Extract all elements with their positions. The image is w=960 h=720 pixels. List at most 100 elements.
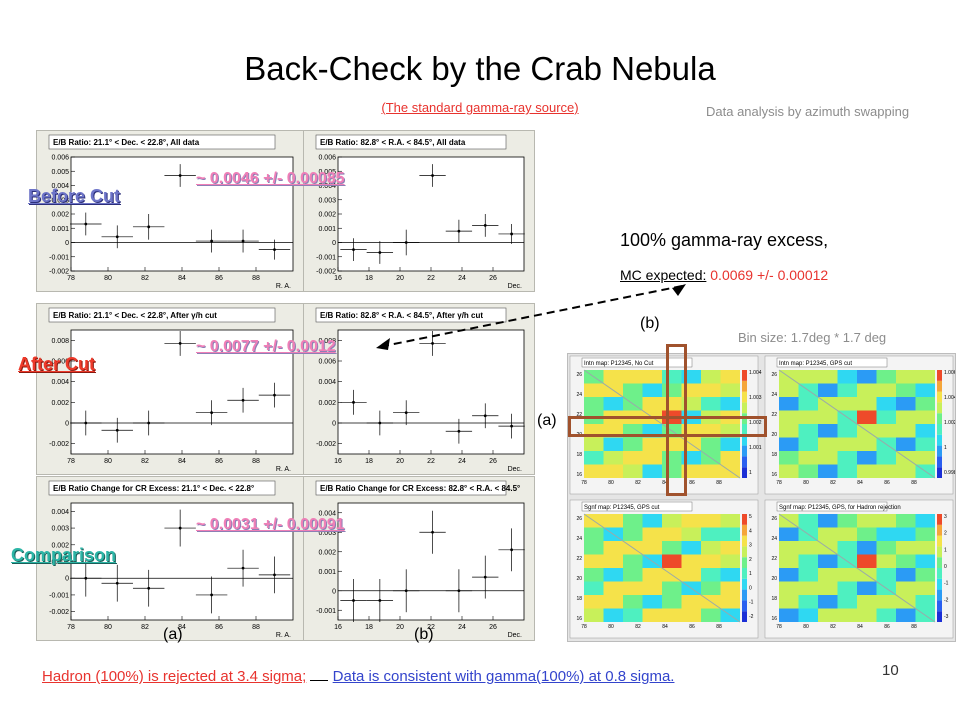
conclusion: Hadron (100%) is rejected at 3.4 sigma; … — [42, 668, 674, 685]
map-cell — [857, 370, 877, 384]
marker-b-bottom: (b) — [414, 626, 434, 643]
map-cell — [798, 581, 818, 595]
map-title: Intn map: P12345, GPS cut — [779, 361, 852, 367]
y-tick-label: 0.008 — [51, 338, 69, 345]
map-scale-bar-segment — [742, 578, 747, 590]
data-point — [84, 576, 88, 580]
chart-panel-after-ra: E/B Ratio: 21.1° < Dec. < 22.8°, After γ… — [36, 303, 304, 475]
map-cell — [701, 541, 721, 555]
map-cell — [720, 514, 740, 528]
map-cell — [837, 595, 857, 609]
map-y-tick-label: 18 — [771, 596, 777, 602]
map-y-tick-label: 26 — [771, 372, 777, 378]
map-x-tick-label: 84 — [662, 480, 668, 486]
map-cell — [701, 568, 721, 582]
data-point — [147, 586, 151, 590]
map-cell — [603, 370, 623, 384]
map-cell — [623, 527, 643, 541]
map-scale-bar-segment — [937, 380, 942, 392]
map-cell — [798, 608, 818, 622]
map-x-tick-label: 80 — [803, 624, 809, 630]
map-scale-bar-segment — [742, 600, 747, 612]
map-cell — [584, 568, 604, 582]
y-tick-label: 0.005 — [51, 169, 69, 176]
map-scale-label: 1.003 — [749, 395, 762, 401]
y-tick-label: 0.004 — [51, 183, 69, 190]
map-cell — [701, 464, 721, 478]
map-scale-label: -2 — [749, 614, 754, 620]
map-scale-label: 1.002 — [944, 420, 955, 426]
sky-map-grid: Intn map: P12345, No Cut 26 24 22 20 18 16 78 80… — [567, 353, 957, 642]
x-axis-label: Dec. — [508, 466, 522, 473]
map-cell — [603, 541, 623, 555]
y-tick-label: 0.002 — [318, 212, 336, 219]
y-tick-label: 0.003 — [318, 197, 336, 204]
map-cell — [857, 554, 877, 568]
map-cell — [915, 437, 935, 451]
map-title-box — [581, 501, 693, 512]
map-cell — [623, 383, 643, 397]
plot-frame — [337, 156, 525, 272]
map-scale-bar-segment — [937, 413, 942, 424]
map-scale-bar-segment — [937, 434, 942, 446]
map-cell — [642, 370, 662, 384]
chart-panel-after-dec: E/B Ratio: 82.8° < R.A. < 84.5°, After γ… — [303, 303, 535, 475]
map-cell — [701, 554, 721, 568]
map-cell — [896, 410, 916, 424]
x-tick-label: 24 — [458, 275, 466, 282]
map-cell — [584, 581, 604, 595]
x-tick-label: 16 — [334, 624, 342, 631]
map-cell — [837, 424, 857, 438]
map-scale-label: 1.004 — [944, 395, 955, 401]
map-cell — [837, 581, 857, 595]
data-point — [483, 224, 487, 227]
x-tick-label: 24 — [458, 624, 466, 631]
data-point — [483, 575, 487, 579]
map-cell — [623, 581, 643, 595]
map-cell — [837, 464, 857, 478]
data-point — [404, 411, 408, 415]
map-cell — [681, 541, 701, 555]
map-cell — [798, 514, 818, 528]
data-point — [431, 530, 434, 534]
map-cell — [857, 527, 877, 541]
conclusion-gamma: Data is consistent with gamma(100%) at 0… — [332, 668, 675, 685]
data-point — [115, 428, 119, 432]
map-cell — [915, 397, 935, 411]
data-point — [352, 400, 355, 404]
x-tick-label: 84 — [178, 458, 186, 465]
map-cell — [681, 527, 701, 541]
chart-after-ra: E/B Ratio: 21.1° < Dec. < 22.8°, After γ… — [48, 307, 294, 473]
x-tick-label: 22 — [427, 458, 435, 465]
map-cell — [701, 514, 721, 528]
data-point — [241, 398, 245, 402]
map-cell — [876, 514, 896, 528]
map-y-tick-label: 18 — [576, 596, 582, 602]
map-x-tick-label: 78 — [776, 624, 782, 630]
y-tick-label: 0.003 — [318, 530, 336, 537]
y-tick-label: 0.006 — [51, 359, 69, 366]
map-cell — [798, 595, 818, 609]
map-scale-label: -3 — [944, 614, 949, 620]
map-cell — [915, 410, 935, 424]
map-y-tick-label: 16 — [771, 616, 777, 622]
map-scale-label: 3 — [944, 514, 947, 520]
x-tick-label: 16 — [334, 458, 342, 465]
data-point — [84, 222, 88, 226]
map-x-tick-label: 78 — [581, 624, 587, 630]
y-tick-label: 0.008 — [318, 338, 336, 345]
map-cell — [662, 595, 682, 609]
map-cell — [876, 410, 896, 424]
map-cell — [681, 608, 701, 622]
map-scale-bar-segment — [742, 514, 747, 525]
map-scale-label: 0.998 — [944, 470, 955, 476]
x-tick-label: 88 — [252, 624, 260, 631]
map-cell — [857, 451, 877, 465]
map-cell — [584, 397, 604, 411]
map-cell — [623, 595, 643, 609]
data-point — [378, 599, 382, 602]
x-tick-label: 24 — [458, 458, 466, 465]
chart-title-box — [315, 480, 507, 496]
x-axis-label: R. A. — [276, 466, 291, 473]
map-cell — [818, 370, 838, 384]
